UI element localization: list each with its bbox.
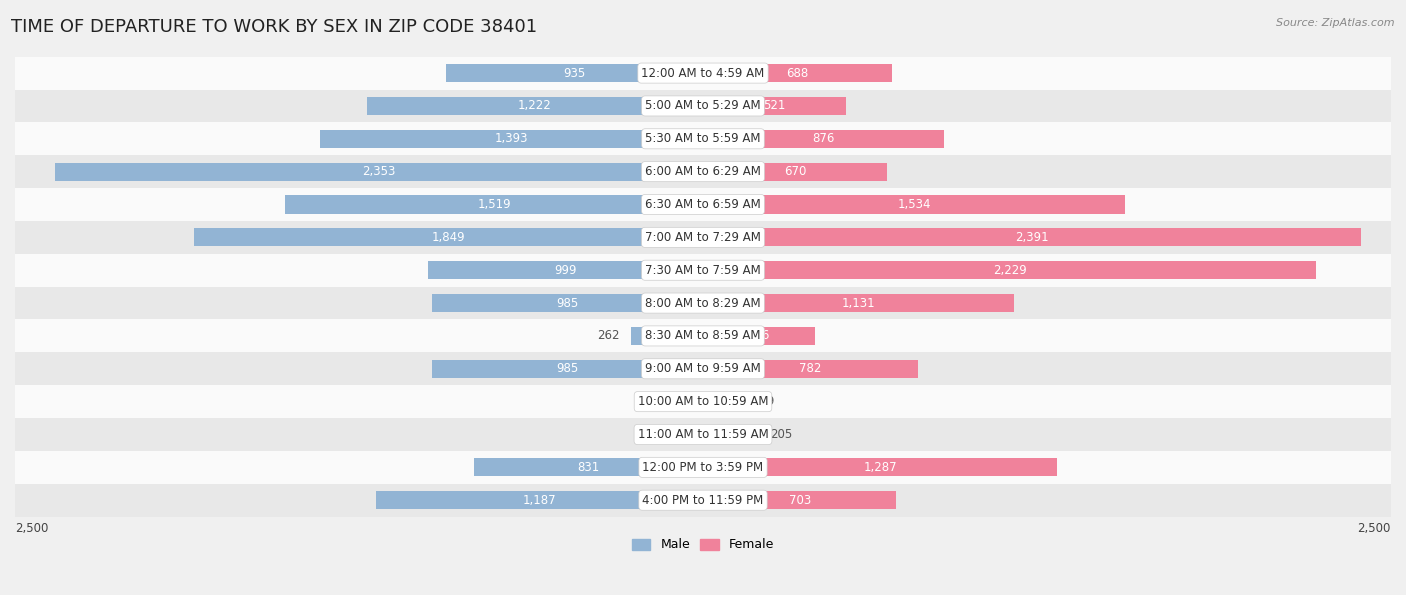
Text: 205: 205	[770, 428, 793, 441]
Text: 876: 876	[813, 132, 835, 145]
Bar	[15, 352, 1391, 385]
Text: 4:00 PM to 11:59 PM: 4:00 PM to 11:59 PM	[643, 494, 763, 507]
Text: 985: 985	[557, 296, 579, 309]
Bar	[15, 188, 1391, 221]
Bar	[474, 458, 703, 477]
Bar	[427, 261, 703, 279]
Bar	[55, 162, 703, 181]
Bar	[15, 320, 1391, 352]
Text: 935: 935	[564, 67, 585, 80]
Bar	[703, 162, 887, 181]
Bar	[703, 393, 741, 411]
Text: 1,222: 1,222	[517, 99, 551, 112]
Bar	[703, 261, 1316, 279]
Text: 1,534: 1,534	[897, 198, 931, 211]
Text: 5:30 AM to 5:59 AM: 5:30 AM to 5:59 AM	[645, 132, 761, 145]
Text: 703: 703	[789, 494, 811, 507]
Bar	[631, 327, 703, 345]
Text: 1,131: 1,131	[842, 296, 876, 309]
Bar	[703, 228, 1361, 246]
Bar	[703, 491, 897, 509]
Text: 79: 79	[655, 395, 671, 408]
Text: 1,287: 1,287	[863, 461, 897, 474]
Text: 1,519: 1,519	[477, 198, 510, 211]
Text: 10:00 AM to 10:59 AM: 10:00 AM to 10:59 AM	[638, 395, 768, 408]
Text: TIME OF DEPARTURE TO WORK BY SEX IN ZIP CODE 38401: TIME OF DEPARTURE TO WORK BY SEX IN ZIP …	[11, 18, 537, 36]
Bar	[703, 294, 1014, 312]
Text: 2,500: 2,500	[1358, 522, 1391, 534]
Text: 2,391: 2,391	[1015, 231, 1049, 244]
Text: 521: 521	[763, 99, 786, 112]
Bar	[703, 64, 893, 82]
Bar	[15, 484, 1391, 516]
Text: 1,187: 1,187	[523, 494, 557, 507]
Bar	[703, 425, 759, 443]
Bar	[285, 196, 703, 214]
Bar	[678, 425, 703, 443]
Text: 5:00 AM to 5:29 AM: 5:00 AM to 5:29 AM	[645, 99, 761, 112]
Text: 1,393: 1,393	[495, 132, 529, 145]
Bar	[15, 287, 1391, 320]
Bar	[15, 123, 1391, 155]
Bar	[446, 64, 703, 82]
Bar	[432, 294, 703, 312]
Bar	[703, 196, 1125, 214]
Bar	[682, 393, 703, 411]
Bar	[15, 254, 1391, 287]
Bar	[319, 130, 703, 148]
Text: 782: 782	[800, 362, 821, 375]
Text: 985: 985	[557, 362, 579, 375]
Bar	[703, 130, 943, 148]
Bar	[15, 221, 1391, 254]
Text: 831: 831	[578, 461, 600, 474]
Bar	[15, 155, 1391, 188]
Text: 8:00 AM to 8:29 AM: 8:00 AM to 8:29 AM	[645, 296, 761, 309]
Bar	[432, 360, 703, 378]
Text: Source: ZipAtlas.com: Source: ZipAtlas.com	[1277, 18, 1395, 28]
Bar	[15, 89, 1391, 123]
Bar	[15, 451, 1391, 484]
Bar	[15, 418, 1391, 451]
Text: 11:00 AM to 11:59 AM: 11:00 AM to 11:59 AM	[638, 428, 768, 441]
Text: 688: 688	[786, 67, 808, 80]
Bar	[194, 228, 703, 246]
Bar	[703, 458, 1057, 477]
Text: 2,229: 2,229	[993, 264, 1026, 277]
Text: 406: 406	[748, 330, 770, 343]
Text: 670: 670	[785, 165, 807, 178]
Text: 8:30 AM to 8:59 AM: 8:30 AM to 8:59 AM	[645, 330, 761, 343]
Text: 262: 262	[598, 330, 620, 343]
Legend: Male, Female: Male, Female	[627, 533, 779, 556]
Text: 12:00 AM to 4:59 AM: 12:00 AM to 4:59 AM	[641, 67, 765, 80]
Text: 999: 999	[554, 264, 576, 277]
Bar	[15, 57, 1391, 89]
Text: 2,500: 2,500	[15, 522, 48, 534]
Text: 7:30 AM to 7:59 AM: 7:30 AM to 7:59 AM	[645, 264, 761, 277]
Bar	[377, 491, 703, 509]
Bar	[703, 97, 846, 115]
Text: 12:00 PM to 3:59 PM: 12:00 PM to 3:59 PM	[643, 461, 763, 474]
Text: 6:30 AM to 6:59 AM: 6:30 AM to 6:59 AM	[645, 198, 761, 211]
Bar	[703, 327, 814, 345]
Text: 1,849: 1,849	[432, 231, 465, 244]
Text: 7:00 AM to 7:29 AM: 7:00 AM to 7:29 AM	[645, 231, 761, 244]
Bar	[15, 385, 1391, 418]
Bar	[703, 360, 918, 378]
Text: 6:00 AM to 6:29 AM: 6:00 AM to 6:29 AM	[645, 165, 761, 178]
Text: 94: 94	[651, 428, 666, 441]
Text: 9:00 AM to 9:59 AM: 9:00 AM to 9:59 AM	[645, 362, 761, 375]
Text: 139: 139	[752, 395, 775, 408]
Text: 2,353: 2,353	[363, 165, 396, 178]
Bar	[367, 97, 703, 115]
